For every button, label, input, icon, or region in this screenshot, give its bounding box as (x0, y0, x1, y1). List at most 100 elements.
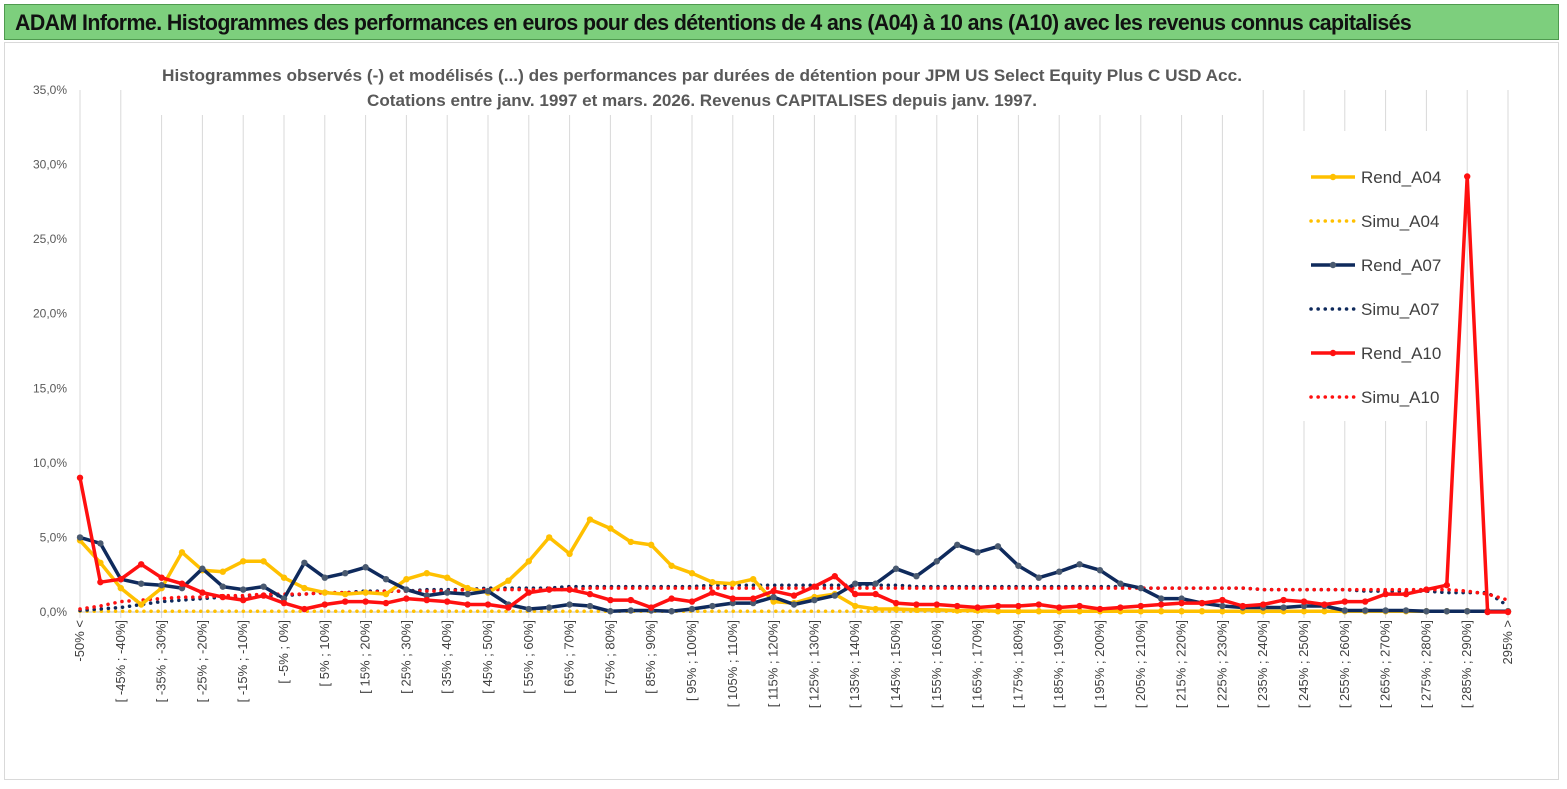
x-tick-label: [ -35% ; -30%] (154, 620, 169, 702)
data-point-rend-a10 (382, 599, 390, 607)
data-point-rend-a04 (423, 570, 430, 577)
data-point-rend-a07 (525, 605, 532, 613)
legend-label-rend-a07: Rend_A07 (1361, 256, 1441, 275)
x-tick-label: [ -15% ; -10%] (235, 620, 250, 702)
data-point-rend-a07 (1015, 562, 1022, 569)
data-point-rend-a10 (1504, 608, 1512, 616)
data-point-rend-a10 (484, 601, 492, 608)
data-point-rend-a04 (1178, 608, 1185, 615)
data-point-rend-a10 (403, 595, 410, 602)
data-point-rend-a04 (954, 607, 961, 614)
data-point-rend-a07 (1035, 574, 1043, 581)
data-point-rend-a10 (464, 601, 471, 608)
data-point-rend-a07 (301, 559, 308, 566)
data-point-rend-a10 (1423, 586, 1430, 593)
x-tick-label: [ 175% ; 180%] (1010, 620, 1025, 708)
x-tick-label: [ 125% ; 130%] (806, 620, 821, 708)
data-point-rend-a10 (586, 590, 594, 598)
data-point-rend-a10 (750, 595, 757, 602)
data-point-rend-a07 (382, 575, 390, 583)
x-tick-label: [ 135% ; 140%] (847, 620, 862, 708)
data-point-rend-a04 (260, 558, 267, 565)
data-point-rend-a04 (709, 578, 716, 586)
data-point-rend-a04 (607, 525, 614, 532)
data-point-rend-a10 (1484, 608, 1491, 616)
data-point-rend-a04 (933, 606, 940, 613)
data-point-rend-a04 (240, 558, 247, 565)
data-point-rend-a10 (260, 592, 267, 599)
x-tick-label: 295% > (1500, 620, 1515, 664)
data-point-rend-a10 (423, 596, 430, 604)
legend-box (1287, 131, 1427, 421)
data-point-rend-a07 (1056, 568, 1063, 575)
y-tick-label: 30,0% (33, 158, 67, 172)
x-tick-label: [ 265% ; 270%] (1378, 620, 1393, 708)
legend-marker-rend-a04 (1329, 173, 1337, 181)
data-point-rend-a10 (138, 561, 145, 568)
x-tick-label: [ 105% ; 110%] (725, 620, 740, 707)
data-point-rend-a07 (709, 602, 716, 610)
data-point-rend-a10 (770, 587, 777, 595)
data-point-rend-a07 (321, 574, 328, 581)
data-point-rend-a07 (1158, 595, 1165, 602)
data-point-rend-a10 (668, 595, 675, 602)
data-point-rend-a10 (913, 601, 920, 608)
x-tick-label: [ 75% ; 80%] (602, 620, 617, 694)
data-point-rend-a10 (1015, 602, 1022, 610)
histogram-chart: 0,0% 5,0% 10,0% 15,0% 20,0% 25,0% 30,0% 35,0% -5… (33, 57, 1515, 708)
x-tick-label: [ 115% ; 120%] (766, 620, 781, 707)
data-point-rend-a07 (484, 587, 492, 595)
data-point-rend-a10 (1280, 596, 1287, 604)
data-point-rend-a04 (770, 598, 777, 605)
data-point-rend-a07 (138, 580, 145, 587)
data-point-rend-a10 (954, 602, 961, 610)
data-point-rend-a10 (1362, 598, 1369, 605)
data-point-rend-a07 (729, 599, 736, 607)
data-point-rend-a07 (97, 540, 104, 547)
x-tick-label: [ 195% ; 200%] (1092, 620, 1107, 708)
data-point-rend-a07 (1096, 567, 1104, 574)
data-point-rend-a04 (1076, 608, 1083, 615)
data-point-rend-a07 (1178, 595, 1185, 602)
legend-marker-rend-a07 (1329, 261, 1337, 269)
data-point-rend-a07 (627, 607, 634, 614)
data-point-rend-a07 (280, 595, 288, 602)
data-point-rend-a04 (1158, 608, 1165, 615)
data-point-rend-a10 (117, 575, 125, 583)
data-point-rend-a07 (219, 583, 226, 590)
data-point-rend-a04 (301, 584, 308, 592)
data-point-rend-a10 (178, 580, 186, 587)
data-point-rend-a10 (892, 599, 900, 607)
data-point-rend-a04 (627, 538, 634, 546)
data-point-rend-a04 (321, 589, 328, 596)
chart-frame: 0,0% 5,0% 10,0% 15,0% 20,0% 25,0% 30,0% 35,0% -5… (4, 42, 1559, 780)
data-point-rend-a07 (1076, 561, 1083, 568)
data-point-rend-a07 (566, 601, 573, 608)
legend-label-rend-a10: Rend_A10 (1361, 344, 1441, 363)
data-point-rend-a04 (688, 570, 696, 577)
data-point-rend-a07 (607, 608, 614, 615)
data-point-rend-a10 (444, 598, 451, 605)
x-tick-label: [ -25% ; -20%] (194, 620, 209, 702)
data-point-rend-a07 (852, 580, 859, 587)
data-point-rend-a07 (1280, 604, 1287, 611)
x-tick-label: [ 225% ; 230%] (1214, 620, 1229, 708)
data-point-rend-a07 (872, 580, 879, 587)
data-point-rend-a10 (301, 605, 308, 613)
data-point-rend-a04 (403, 575, 410, 583)
legend-label-simu-a10: Simu_A10 (1361, 388, 1439, 407)
data-point-rend-a07 (1362, 607, 1369, 614)
data-point-rend-a10 (280, 599, 288, 607)
data-point-rend-a10 (219, 593, 226, 601)
data-point-rend-a10 (1076, 602, 1083, 610)
data-point-rend-a04 (872, 605, 879, 613)
x-tick-label: [ 285% ; 290%] (1459, 620, 1474, 708)
data-point-rend-a10 (1321, 601, 1328, 608)
data-point-rend-a10 (1035, 601, 1043, 608)
data-point-rend-a04 (382, 590, 390, 598)
data-point-rend-a10 (1137, 602, 1145, 610)
x-tick-label: [ 145% ; 150%] (888, 620, 903, 708)
data-point-rend-a10 (1158, 601, 1165, 608)
data-point-rend-a10 (1239, 602, 1247, 610)
chart-subtitle: Cotations entre janv. 1997 et mars. 2026… (367, 91, 1037, 110)
